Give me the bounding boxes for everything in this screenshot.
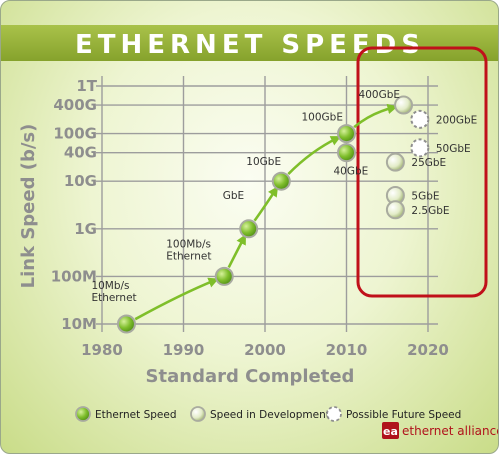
future-speed-point: [410, 138, 430, 158]
ethernet-speed-point: [271, 171, 291, 191]
y-tick-label: 100M: [51, 267, 97, 285]
development-speed-point: [385, 200, 405, 220]
point-label-line: Ethernet: [166, 250, 211, 262]
legend-marker: [190, 406, 206, 422]
point-label: 25GbE: [411, 157, 446, 169]
development-speed-point: [385, 152, 405, 172]
brand-logo: ea ethernet alliance: [382, 422, 499, 439]
point-label: 5GbE: [411, 190, 439, 202]
trend-arrow: [353, 103, 398, 129]
point-label-line: 200GbE: [436, 114, 477, 126]
point-label: 200GbE: [436, 114, 477, 126]
ethernet-speed-point: [337, 143, 356, 163]
point-label-line: 40GbE: [334, 166, 369, 178]
x-axis-label: Standard Completed: [146, 366, 355, 387]
point-label-line: 25GbE: [411, 157, 446, 169]
ea-logo-mark: ea: [383, 425, 398, 438]
point-label: 50GbE: [436, 143, 471, 155]
y-tick-label: 100G: [53, 125, 97, 143]
future-speed-point: [410, 109, 430, 129]
y-axis-label: Link Speed (b/s): [18, 124, 39, 289]
y-tick-label: 1G: [74, 220, 97, 238]
ea-logo-icon: [382, 422, 399, 439]
point-label-line: 10GbE: [246, 156, 281, 168]
y-tick-label: 1T: [76, 77, 97, 95]
point-label-line: 5GbE: [411, 190, 439, 202]
point-label: 40GbE: [334, 166, 369, 178]
trend-arrow: [287, 136, 342, 175]
legend-label: Speed in Development: [210, 409, 330, 421]
title-banner: [1, 25, 498, 61]
point-label-line: 100Mb/s: [166, 238, 211, 250]
point-label: 100Mb/s Ethernet: [166, 238, 211, 262]
x-tick-label: 1980: [81, 341, 123, 359]
ethernet-speed-point: [337, 124, 356, 144]
point-label: 400GbE: [359, 89, 400, 101]
point-label-line: 50GbE: [436, 143, 471, 155]
point-label-line: 10Mb/s: [91, 280, 129, 292]
x-tick-label: 2010: [326, 341, 368, 359]
point-label: GbE: [223, 190, 244, 202]
x-tick-label: 1990: [163, 341, 205, 359]
legend: Ethernet Speed Speed in Development Possib…: [75, 406, 461, 422]
x-tick-label: 2020: [407, 341, 449, 359]
ethernet-speed-point: [239, 219, 259, 239]
y-tick-label: 10G: [64, 172, 97, 190]
trend-arrow: [253, 186, 279, 222]
point-label-line: 2.5GbE: [411, 205, 449, 217]
point-label: 10Mb/s Ethernet: [91, 280, 136, 304]
y-tick-label: 10M: [61, 315, 97, 333]
brand-text: ethernet alliance: [402, 424, 499, 438]
data-points: [116, 95, 430, 334]
legend-marker: [326, 406, 342, 422]
x-tick-label: 2000: [244, 341, 286, 359]
trend-arrow: [227, 233, 246, 269]
y-tick-label: 400G: [53, 96, 97, 114]
y-tick-label: 40G: [64, 144, 97, 162]
legend-marker: [75, 406, 91, 422]
legend-label: Possible Future Speed: [346, 409, 461, 421]
chart-title: ETHERNET SPEEDS: [75, 30, 425, 60]
point-label: 100GbE: [302, 112, 343, 124]
point-label: 10GbE: [246, 156, 281, 168]
point-label-line: Ethernet: [91, 292, 136, 304]
point-label: 2.5GbE: [411, 205, 449, 217]
ethernet-speed-point: [116, 314, 136, 334]
highlight-box: [356, 46, 488, 298]
point-label-line: 100GbE: [302, 112, 343, 124]
trend-arrows: [134, 103, 398, 321]
legend-label: Ethernet Speed: [95, 409, 176, 421]
development-speed-point: [394, 95, 414, 115]
trend-arrow: [134, 277, 219, 321]
point-label-line: 400GbE: [359, 89, 400, 101]
point-label-line: GbE: [223, 190, 244, 202]
ethernet-speed-point: [214, 266, 234, 286]
